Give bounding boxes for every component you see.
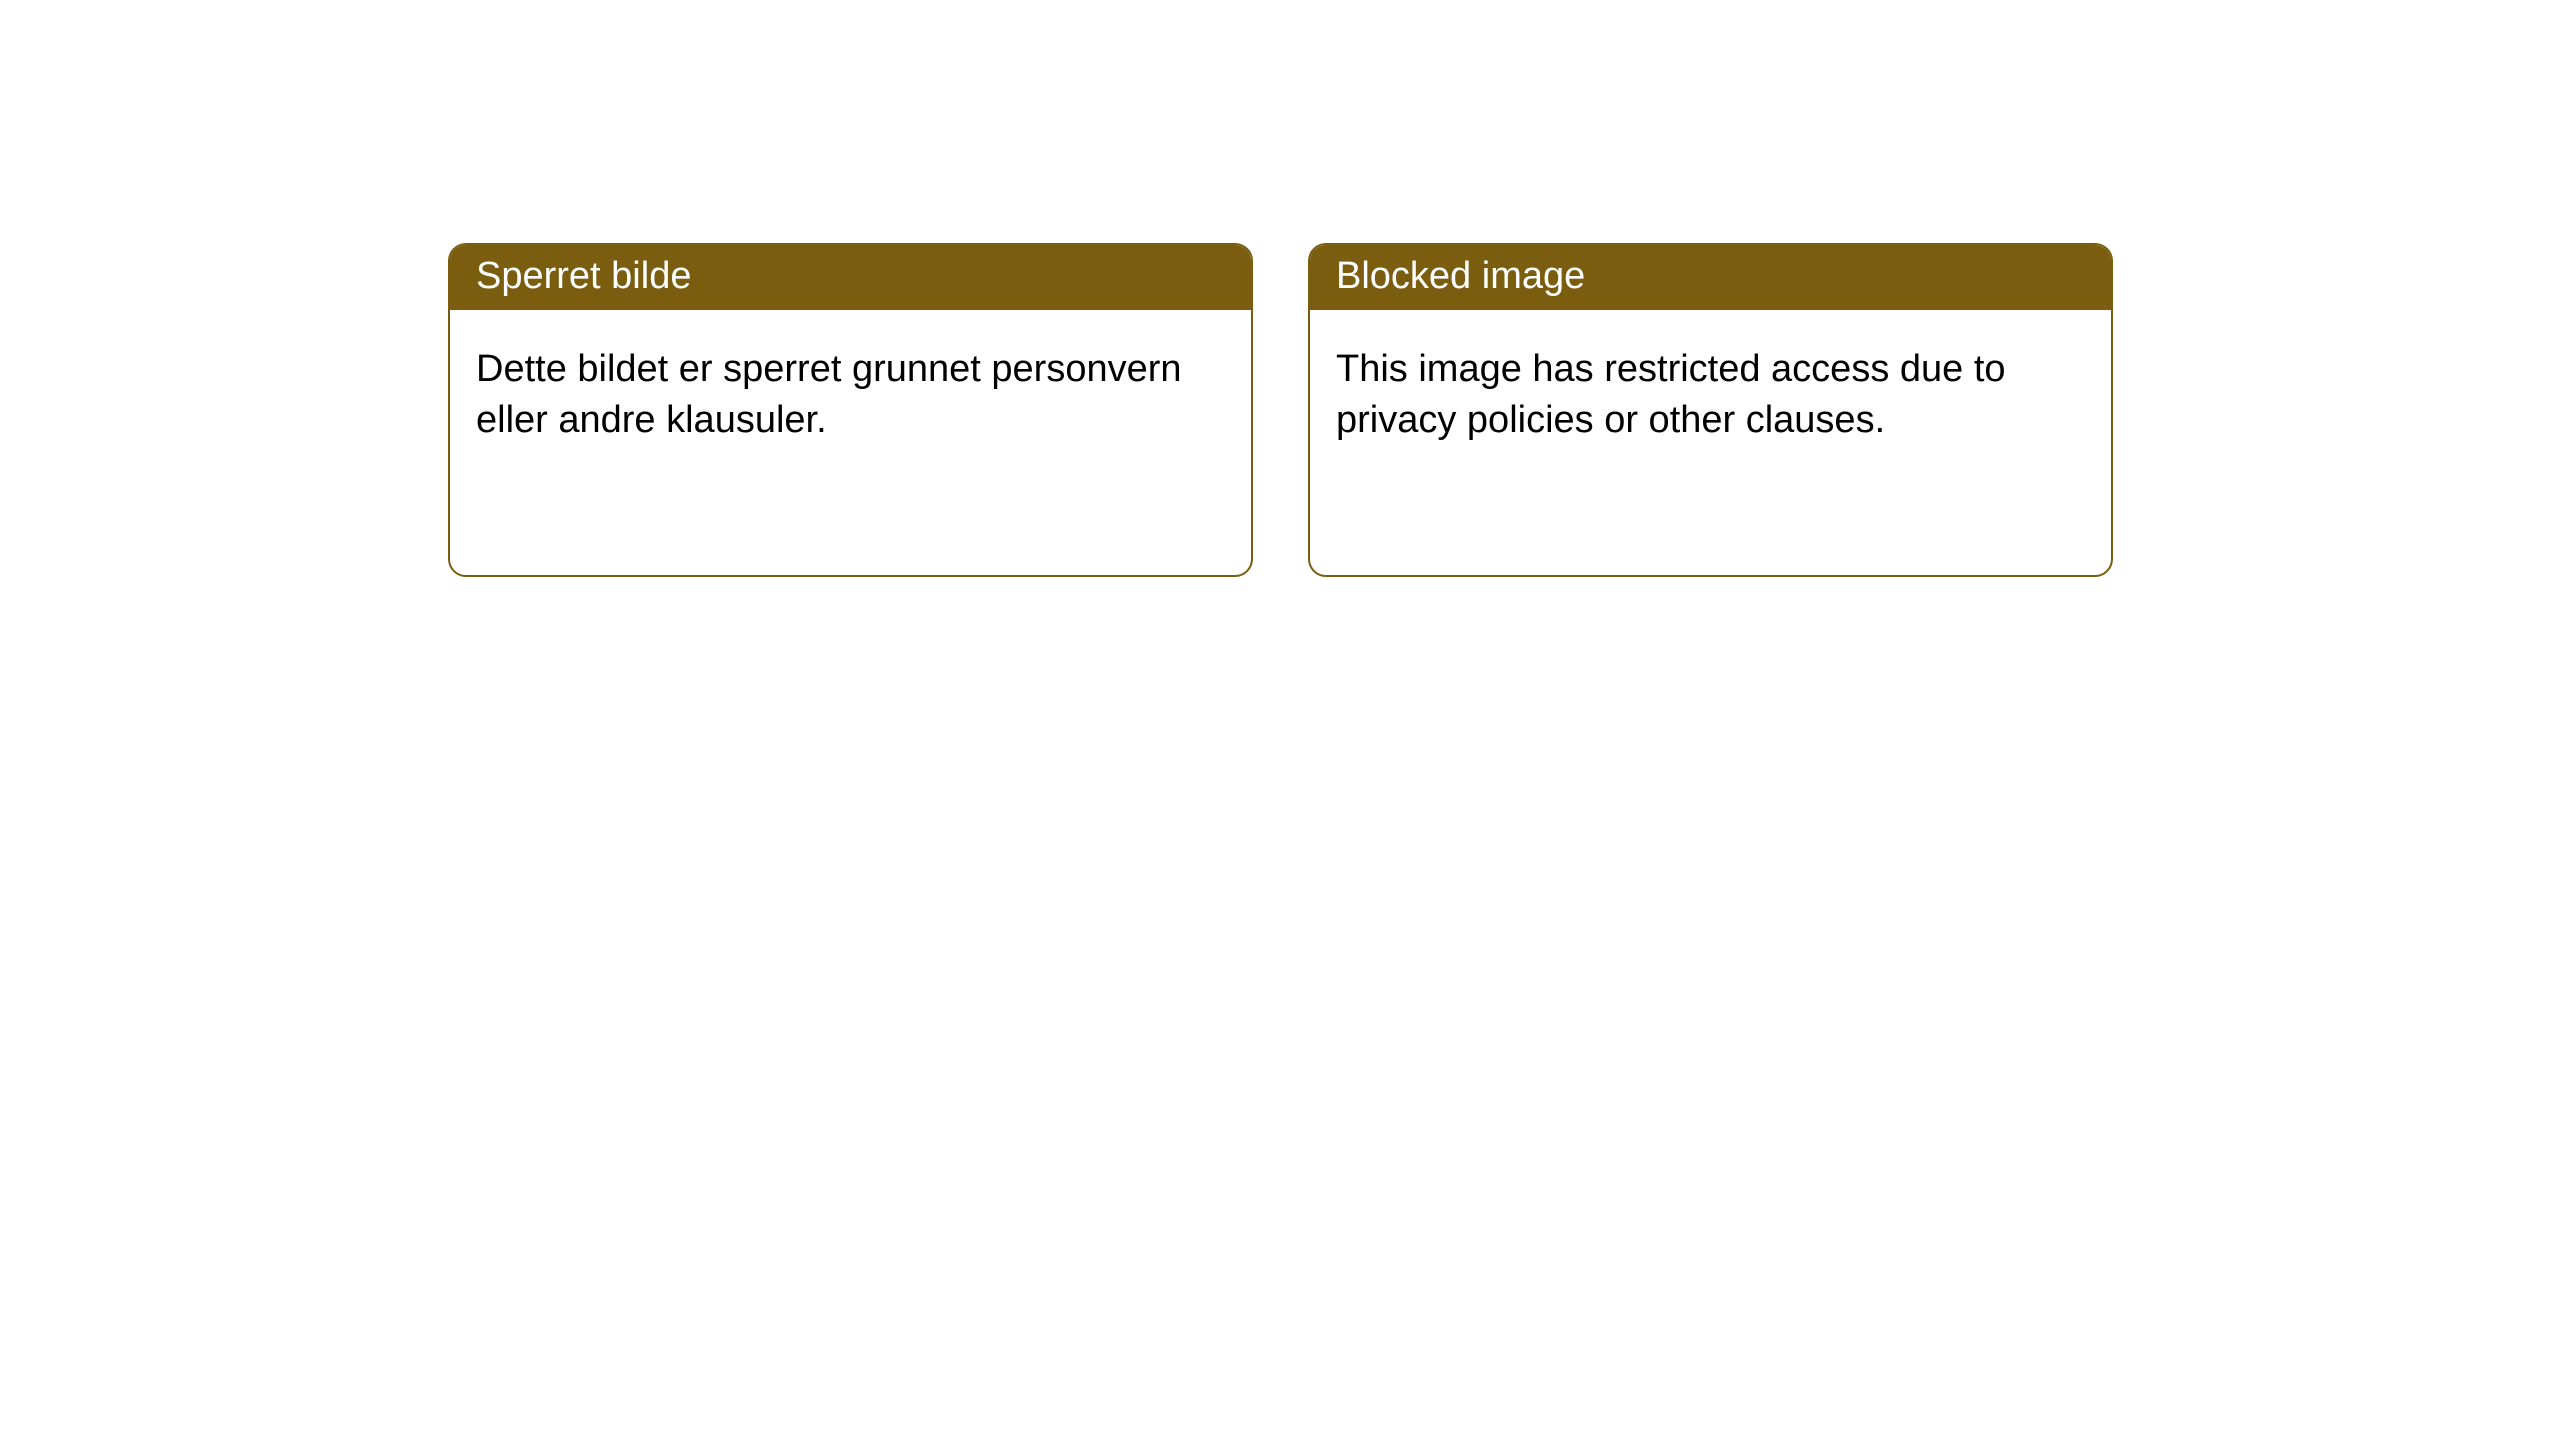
notice-card-body: This image has restricted access due to … [1310, 310, 2111, 481]
notice-container: Sperret bilde Dette bildet er sperret gr… [0, 0, 2560, 577]
notice-card-en: Blocked image This image has restricted … [1308, 243, 2113, 577]
notice-card-title: Sperret bilde [450, 245, 1251, 310]
notice-card-no: Sperret bilde Dette bildet er sperret gr… [448, 243, 1253, 577]
notice-card-body: Dette bildet er sperret grunnet personve… [450, 310, 1251, 481]
notice-card-title: Blocked image [1310, 245, 2111, 310]
